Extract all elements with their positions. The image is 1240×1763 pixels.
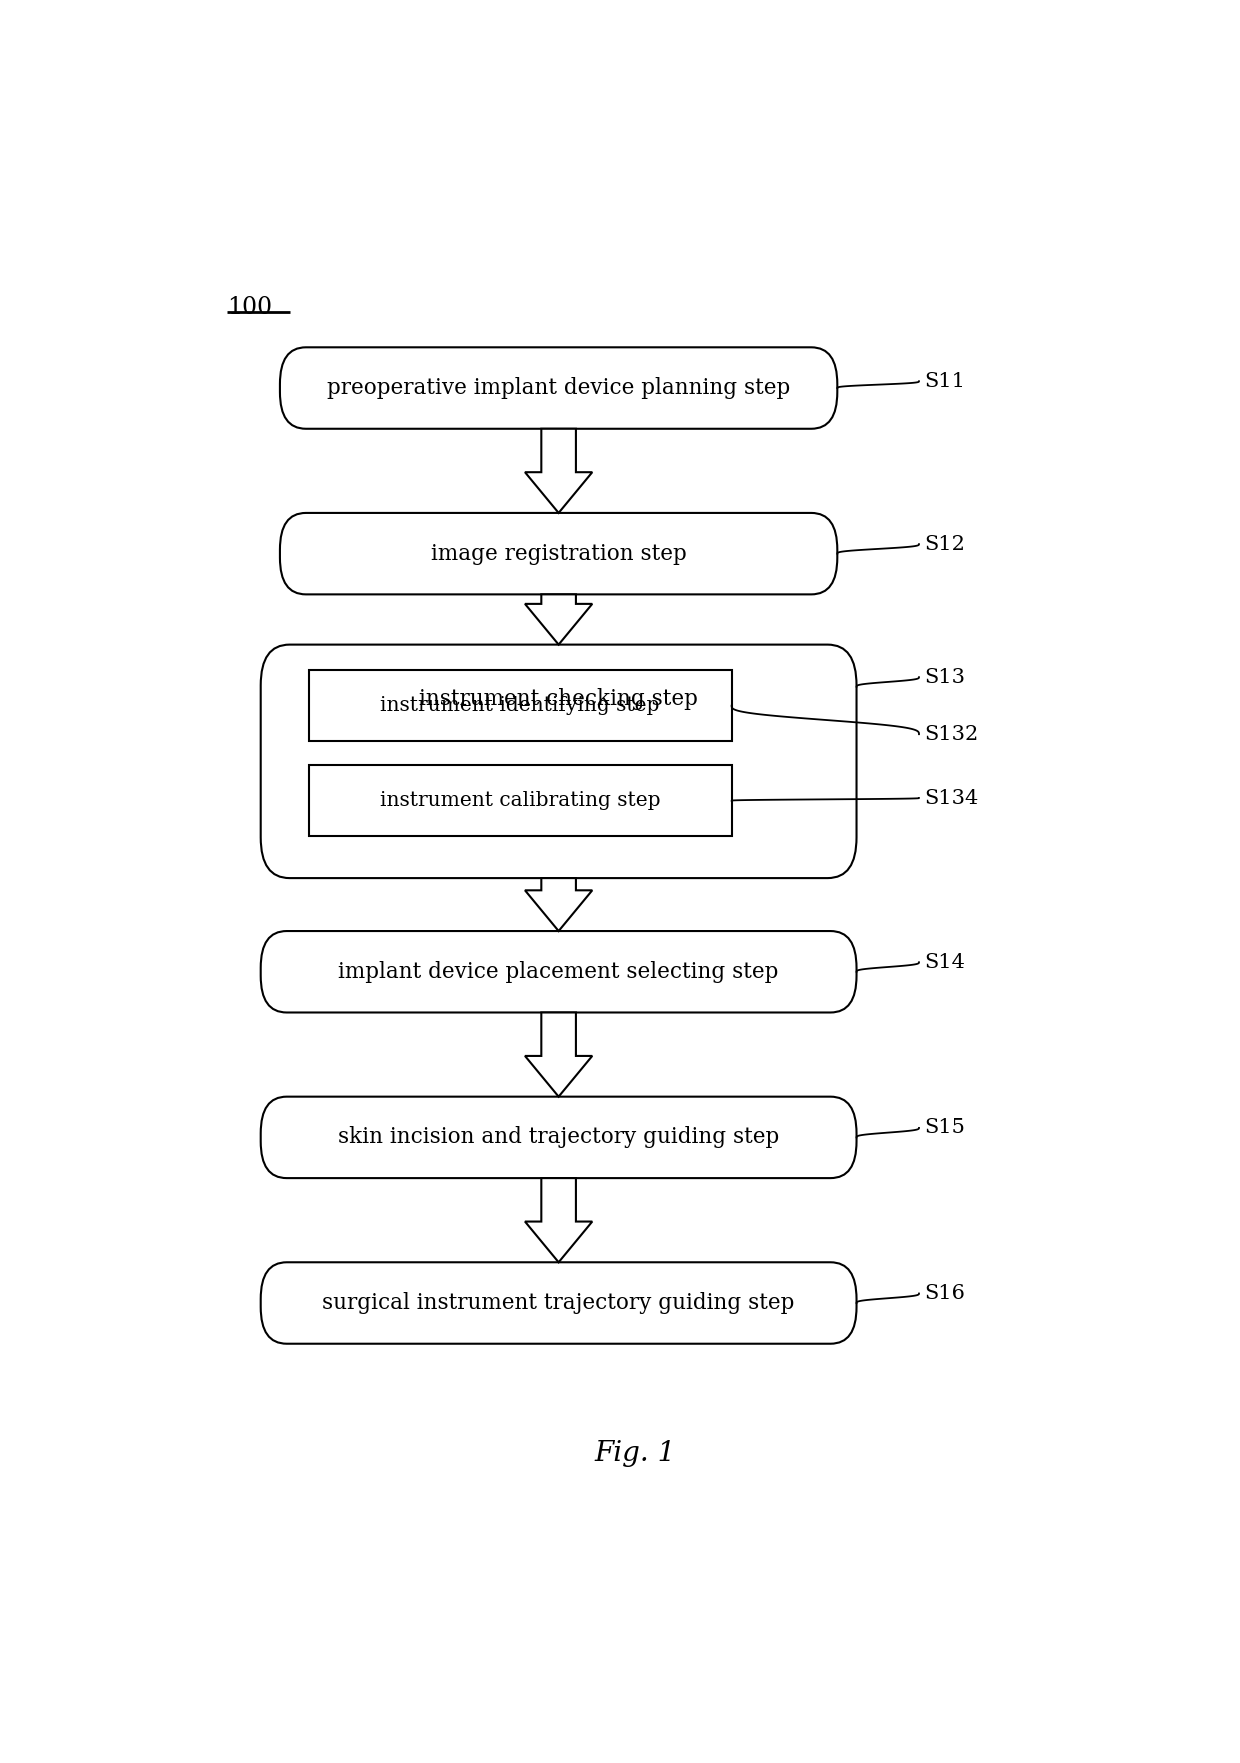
Text: implant device placement selecting step: implant device placement selecting step bbox=[339, 961, 779, 982]
Text: S11: S11 bbox=[924, 372, 965, 391]
Polygon shape bbox=[525, 1178, 593, 1262]
Text: S16: S16 bbox=[924, 1283, 965, 1303]
Text: instrument checking step: instrument checking step bbox=[419, 688, 698, 710]
FancyBboxPatch shape bbox=[260, 1097, 857, 1178]
Text: S15: S15 bbox=[924, 1118, 965, 1137]
Text: S13: S13 bbox=[924, 668, 965, 686]
Text: 100: 100 bbox=[227, 296, 273, 319]
Text: skin incision and trajectory guiding step: skin incision and trajectory guiding ste… bbox=[339, 1127, 779, 1148]
Text: image registration step: image registration step bbox=[430, 543, 687, 564]
Text: S14: S14 bbox=[924, 952, 965, 971]
FancyBboxPatch shape bbox=[309, 670, 732, 740]
Text: preoperative implant device planning step: preoperative implant device planning ste… bbox=[327, 377, 790, 398]
FancyBboxPatch shape bbox=[280, 347, 837, 428]
FancyBboxPatch shape bbox=[260, 1262, 857, 1343]
Text: S12: S12 bbox=[924, 534, 965, 554]
Text: surgical instrument trajectory guiding step: surgical instrument trajectory guiding s… bbox=[322, 1292, 795, 1313]
Text: S134: S134 bbox=[924, 788, 978, 807]
FancyBboxPatch shape bbox=[260, 931, 857, 1012]
Polygon shape bbox=[525, 878, 593, 931]
FancyBboxPatch shape bbox=[260, 645, 857, 878]
Text: S132: S132 bbox=[924, 725, 978, 744]
Polygon shape bbox=[525, 594, 593, 645]
FancyBboxPatch shape bbox=[280, 513, 837, 594]
Text: Fig. 1: Fig. 1 bbox=[595, 1440, 676, 1467]
FancyBboxPatch shape bbox=[309, 765, 732, 836]
Text: instrument identifying step: instrument identifying step bbox=[381, 696, 660, 716]
Text: instrument calibrating step: instrument calibrating step bbox=[379, 792, 661, 811]
Polygon shape bbox=[525, 1012, 593, 1097]
Polygon shape bbox=[525, 428, 593, 513]
